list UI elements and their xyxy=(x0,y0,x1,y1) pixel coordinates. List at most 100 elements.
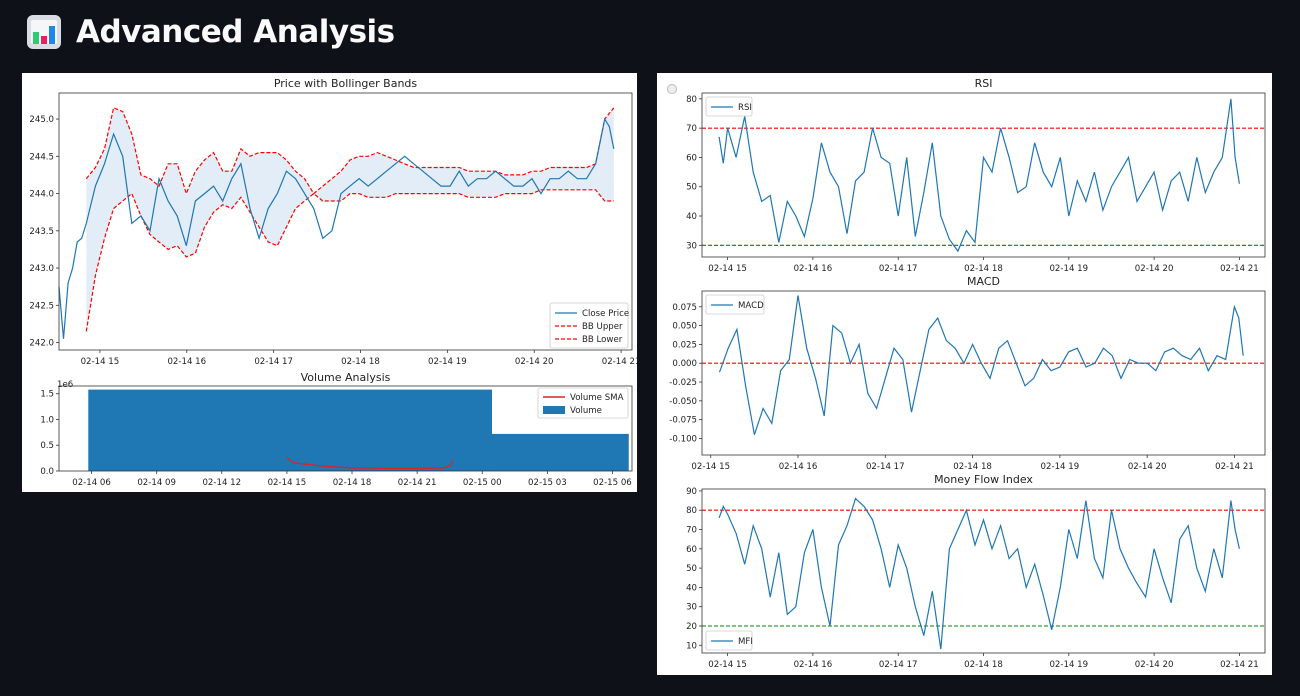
chart-title: RSI xyxy=(975,77,993,90)
y-tick-label: -0.025 xyxy=(669,378,697,388)
y-tick-label: 243.0 xyxy=(29,264,54,274)
y-tick-label: 30 xyxy=(686,241,697,251)
x-tick-label: 02-14 18 xyxy=(964,660,1003,670)
bar-chart-icon xyxy=(27,15,61,49)
x-tick-label: 02-14 15 xyxy=(81,357,120,367)
chart-settings-icon[interactable] xyxy=(667,84,677,94)
x-tick-label: 02-14 15 xyxy=(268,478,307,488)
plot-frame xyxy=(701,488,1266,654)
y-tick-label: 70 xyxy=(686,124,697,134)
x-tick-label: 02-14 19 xyxy=(1049,264,1088,274)
bollinger-band-fill xyxy=(86,107,614,332)
y-tick-label: 0.075 xyxy=(672,303,697,313)
indicators-chart-panel: RSI 02-14 15 02-14 16 02-14 17 02-14 18 02-14… xyxy=(657,73,1272,675)
y-tick-label: 0.050 xyxy=(672,322,697,332)
x-tick-label: 02-14 09 xyxy=(137,478,176,488)
legend-label: BB Upper xyxy=(582,322,623,332)
indicator-line xyxy=(718,98,1240,253)
x-tick-label: 02-14 21 xyxy=(602,357,637,367)
y-tick-label: 40 xyxy=(686,583,697,593)
x-tick-label: 02-14 17 xyxy=(879,660,918,670)
legend-label: Close Price xyxy=(582,309,629,319)
x-tick-label: 02-14 15 xyxy=(691,462,730,472)
page-title: Advanced Analysis xyxy=(76,14,395,50)
y-tick-label: 60 xyxy=(686,545,697,555)
x-tick-label: 02-15 00 xyxy=(463,478,502,488)
y-tick-label: 0.0 xyxy=(40,467,54,477)
bb-upper-line xyxy=(85,107,615,196)
y-tick-label: 70 xyxy=(686,526,697,536)
legend-swatch xyxy=(543,406,565,414)
indicator-line xyxy=(718,295,1244,435)
x-tick-label: 02-14 21 xyxy=(398,478,437,488)
volume-bar xyxy=(88,389,493,471)
legend-box xyxy=(705,294,765,315)
x-tick-label: 02-14 19 xyxy=(1049,660,1088,670)
x-tick-label: 02-14 21 xyxy=(1215,462,1254,472)
y-tick-label: 0.025 xyxy=(672,340,697,350)
x-tick-label: 02-14 17 xyxy=(879,264,918,274)
y-tick-label: 40 xyxy=(686,212,697,222)
y-tick-label: 30 xyxy=(686,603,697,613)
x-tick-label: 02-14 20 xyxy=(1128,462,1167,472)
y-tick-label: 0.5 xyxy=(40,441,54,451)
x-tick-label: 02-14 19 xyxy=(1041,462,1080,472)
x-tick-label: 02-14 15 xyxy=(708,264,747,274)
chart-title: Volume Analysis xyxy=(301,371,391,384)
y-tick-label: 242.5 xyxy=(29,301,54,311)
x-tick-label: 02-14 20 xyxy=(515,357,554,367)
plot-frame xyxy=(701,290,1266,456)
x-tick-label: 02-14 17 xyxy=(254,357,293,367)
x-tick-label: 02-15 06 xyxy=(593,478,632,488)
legend-label: Volume xyxy=(570,406,602,416)
bb-lower-line xyxy=(85,189,614,332)
y-tick-label: 10 xyxy=(686,641,697,651)
plot-frame xyxy=(58,385,633,472)
x-tick-label: 02-14 16 xyxy=(167,357,206,367)
y-tick-label: 0.000 xyxy=(672,359,697,369)
y-tick-label: 1.5 xyxy=(40,390,54,400)
x-tick-label: 02-14 18 xyxy=(953,462,992,472)
y-tick-label: 244.5 xyxy=(29,152,54,162)
y-tick-label: -0.050 xyxy=(669,397,697,407)
plot-frame xyxy=(58,92,633,351)
x-tick-label: 02-14 12 xyxy=(202,478,241,488)
y-tick-label: -0.075 xyxy=(669,416,697,426)
chart-title: MACD xyxy=(967,275,1000,288)
x-tick-label: 02-14 20 xyxy=(1135,660,1174,670)
x-tick-label: 02-15 03 xyxy=(528,478,567,488)
x-tick-label: 02-14 16 xyxy=(794,264,833,274)
y-tick-label: 50 xyxy=(686,564,697,574)
y-tick-label: 1.0 xyxy=(40,415,54,425)
chart-title: Money Flow Index xyxy=(934,473,1033,486)
legend-label: MFI xyxy=(738,637,753,647)
volume-sma-line xyxy=(286,457,454,470)
y-tick-label: 245.0 xyxy=(29,115,54,125)
x-tick-label: 02-14 18 xyxy=(341,357,380,367)
y-offset-label: 1e6 xyxy=(57,380,73,390)
x-tick-label: 02-14 18 xyxy=(333,478,372,488)
legend-label: BB Lower xyxy=(582,335,623,345)
y-tick-label: 80 xyxy=(686,506,697,516)
volume-bar xyxy=(492,433,629,471)
y-tick-label: 80 xyxy=(686,95,697,105)
x-tick-label: 02-14 21 xyxy=(1220,264,1259,274)
price-volume-chart-panel: Price with Bollinger Bands 02-14 15 02-14 … xyxy=(22,73,640,492)
indicator-line xyxy=(718,497,1240,650)
x-tick-label: 02-14 06 xyxy=(72,478,111,488)
y-tick-label: 242.0 xyxy=(29,339,54,349)
chart-title: Price with Bollinger Bands xyxy=(274,77,418,90)
y-tick-label: 244.0 xyxy=(29,190,54,200)
y-tick-label: 60 xyxy=(686,153,697,163)
y-tick-label: 243.5 xyxy=(29,227,54,237)
price-volume-chart: Price with Bollinger Bands 02-14 15 02-14 … xyxy=(29,77,640,488)
x-tick-label: 02-14 19 xyxy=(428,357,467,367)
x-tick-label: 02-14 18 xyxy=(964,264,1003,274)
indicators-chart: RSI 02-14 15 02-14 16 02-14 17 02-14 18 02-14… xyxy=(669,77,1266,670)
legend-label: RSI xyxy=(738,103,752,113)
x-tick-label: 02-14 20 xyxy=(1135,264,1174,274)
x-tick-label: 02-14 15 xyxy=(708,660,747,670)
x-tick-label: 02-14 17 xyxy=(866,462,905,472)
x-tick-label: 02-14 21 xyxy=(1220,660,1259,670)
page-header: Advanced Analysis xyxy=(26,12,395,52)
